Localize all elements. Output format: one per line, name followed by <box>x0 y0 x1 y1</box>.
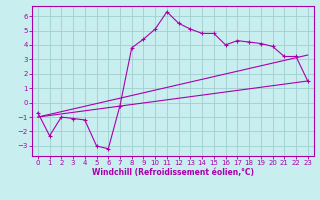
X-axis label: Windchill (Refroidissement éolien,°C): Windchill (Refroidissement éolien,°C) <box>92 168 254 177</box>
